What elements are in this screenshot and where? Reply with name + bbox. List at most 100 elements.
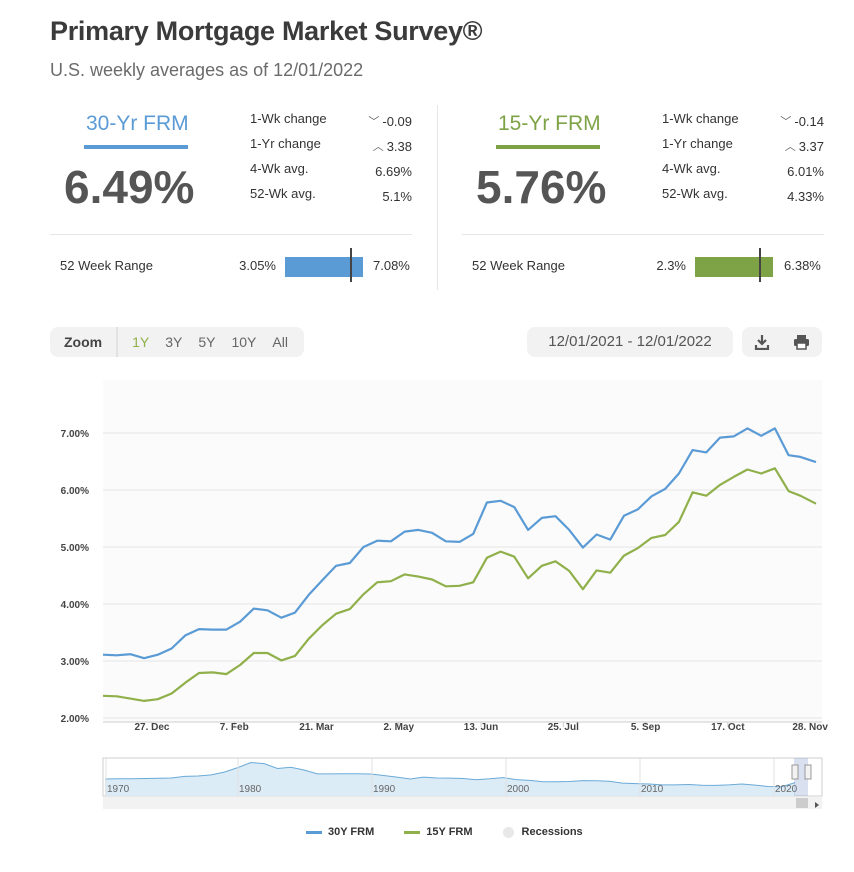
rate-value: 6.49%	[64, 161, 195, 213]
x-tick-label: 28. Nov	[792, 722, 828, 733]
legend-label: 30Y FRM	[328, 826, 375, 838]
stat-row: 4-Wk avg. 6.01%	[662, 159, 824, 184]
stat-row: 1-Yr change ︿ 3.38	[250, 134, 412, 159]
divider	[462, 234, 824, 235]
legend-label: Recessions	[521, 826, 583, 838]
legend-swatch	[306, 830, 322, 834]
legend-dot	[502, 826, 514, 838]
range-marker	[759, 248, 761, 282]
chevron-up-icon: ︿	[372, 140, 384, 153]
x-tick-label: 2. May	[383, 722, 414, 733]
print-icon[interactable]	[793, 334, 810, 350]
navigator-label: 1970	[107, 784, 130, 795]
range-bar	[695, 257, 773, 277]
x-tick-label: 25. Jul	[548, 722, 579, 733]
stat-label: 4-Wk avg.	[662, 161, 721, 176]
range-label: 52 Week Range	[472, 258, 565, 273]
stat-value: 4.33%	[787, 188, 824, 204]
stat-row: 1-Yr change ︿ 3.37	[662, 134, 824, 159]
stat-label: 1-Wk change	[250, 111, 327, 126]
chevron-up-icon: ︿	[784, 140, 796, 153]
navigator-area	[105, 762, 795, 796]
scrollbar-track	[103, 797, 822, 809]
scroll-right-arrow	[815, 802, 819, 808]
chevron-down-icon: ﹀	[780, 115, 792, 128]
x-tick-label: 21. Mar	[299, 722, 334, 733]
x-tick-label: 13. Jun	[464, 722, 498, 733]
stat-value: 6.01%	[787, 163, 824, 179]
y-tick-label: 2.00%	[61, 714, 89, 725]
rate-value: 5.76%	[476, 161, 607, 213]
legend-swatch	[404, 830, 421, 834]
stat-row: 52-Wk avg. 4.33%	[662, 184, 824, 209]
range-marker	[350, 248, 352, 282]
chevron-down-icon: ﹀	[368, 115, 380, 128]
x-tick-label: 27. Dec	[134, 722, 169, 733]
x-tick-label: 17. Oct	[711, 722, 745, 733]
stat-row: 4-Wk avg. 6.69%	[250, 159, 412, 184]
y-tick-label: 5.00%	[61, 543, 89, 554]
y-tick-label: 4.00%	[61, 600, 89, 611]
zoom-10y-button[interactable]: 10Y	[231, 334, 257, 350]
export-tools	[742, 327, 822, 357]
page-subtitle: U.S. weekly averages as of 12/01/2022	[50, 60, 364, 80]
stat-value: -0.14	[794, 113, 824, 129]
rate-name: 15-Yr FRM	[498, 112, 601, 135]
range-max: 6.38%	[784, 258, 821, 273]
zoom-1y-button[interactable]: 1Y	[132, 334, 150, 350]
zoom-5y-button[interactable]: 5Y	[198, 334, 216, 350]
zoom-all-button[interactable]: All	[272, 334, 288, 350]
stat-value: 3.37	[798, 138, 824, 154]
download-icon[interactable]	[754, 334, 770, 350]
range-min: 2.3%	[656, 258, 686, 273]
mortgage-rate-chart[interactable]: 2.00% 3.00% 4.00% 5.00% 6.00% 7.00% 27. Dec 7.…	[0, 370, 854, 820]
navigator-line	[104, 761, 796, 788]
stat-row: 1-Wk change ﹀ -0.09	[250, 109, 412, 134]
stat-value: 5.1%	[382, 188, 412, 204]
range-label: 52 Week Range	[60, 258, 153, 273]
legend-item-recessions[interactable]: Recessions	[502, 826, 583, 838]
navigator-label: 1990	[373, 784, 396, 795]
rate-name: 30-Yr FRM	[86, 112, 189, 135]
x-tick-label: 7. Feb	[220, 722, 249, 733]
zoom-3y-button[interactable]: 3Y	[165, 334, 183, 350]
legend-item-15y[interactable]: 15Y FRM	[404, 826, 473, 838]
stat-row: 52-Wk avg. 5.1%	[250, 184, 412, 209]
stat-value: -0.09	[382, 113, 412, 129]
rate-stats: 1-Wk change ﹀ -0.14 1-Yr change ︿ 3.37 4-Wk …	[662, 109, 824, 209]
date-range-display[interactable]: 12/01/2021 - 12/01/2022	[527, 327, 733, 357]
stat-label: 4-Wk avg.	[250, 161, 309, 176]
zoom-label: Zoom	[50, 327, 119, 357]
navigator-label: 2000	[507, 784, 530, 795]
rate-card-30yr: 30-Yr FRM 6.49% 1-Wk change ﹀ -0.09 1-Yr c…	[50, 100, 412, 290]
stat-label: 1-Yr change	[250, 136, 321, 151]
y-tick-label: 3.00%	[61, 657, 89, 668]
navigator-handle-left	[791, 764, 799, 780]
stat-row: 1-Wk change ﹀ -0.14	[662, 109, 824, 134]
rate-underline	[84, 145, 188, 149]
navigator-handle-right	[804, 764, 812, 780]
stat-label: 1-Yr change	[662, 136, 733, 151]
x-tick-label: 5. Sep	[631, 722, 660, 733]
navigator-label: 2020	[775, 784, 798, 795]
plot-background	[103, 380, 822, 722]
stat-label: 1-Wk change	[662, 111, 739, 126]
legend-item-30y[interactable]: 30Y FRM	[306, 826, 374, 838]
range-max: 7.08%	[373, 258, 410, 273]
series-line-15y	[102, 467, 817, 702]
page-title: Primary Mortgage Market Survey®	[50, 16, 483, 46]
divider	[50, 234, 412, 235]
card-divider	[437, 105, 438, 290]
y-tick-label: 6.00%	[61, 486, 89, 497]
rate-stats: 1-Wk change ﹀ -0.09 1-Yr change ︿ 3.38 4-Wk …	[250, 109, 412, 209]
stat-label: 52-Wk avg.	[662, 186, 728, 201]
range-min: 3.05%	[239, 258, 276, 273]
rate-underline	[496, 145, 600, 149]
zoom-toolbar: Zoom 1Y 3Y 5Y 10Y All	[50, 327, 304, 357]
stat-value: 6.69%	[375, 163, 412, 179]
legend-label: 15Y FRM	[426, 826, 473, 838]
series-line-30y	[102, 427, 817, 660]
chart-legend: 30Y FRM 15Y FRM Recessions	[306, 826, 613, 838]
rate-card-15yr: 15-Yr FRM 5.76% 1-Wk change ﹀ -0.14 1-Yr c…	[462, 100, 824, 290]
scrollbar-thumb	[796, 798, 808, 808]
